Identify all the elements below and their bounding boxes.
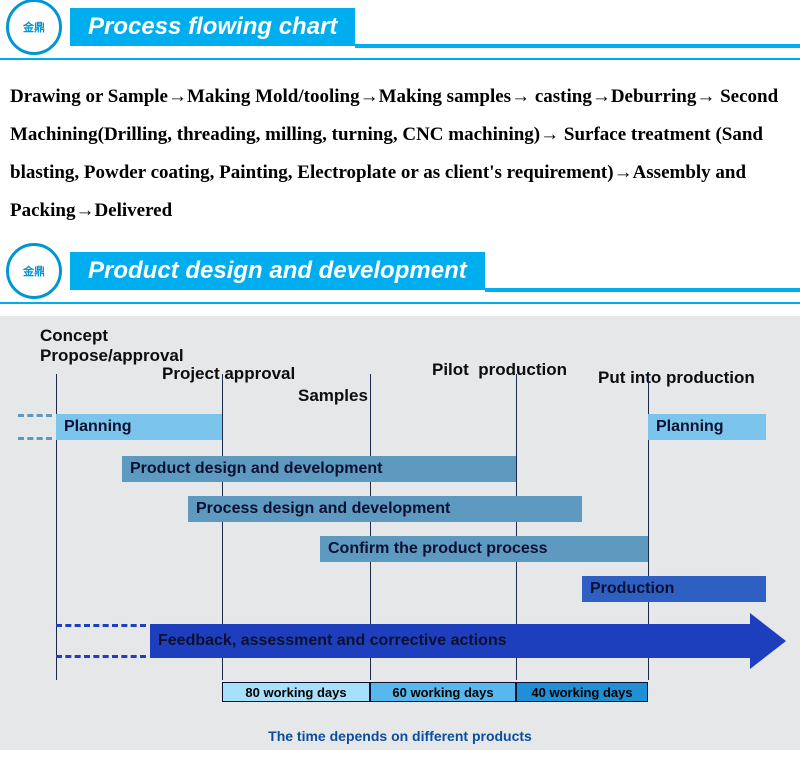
header-underline — [0, 302, 800, 304]
section1-title: Process flowing chart — [70, 8, 355, 46]
timeline-segment: 80 working days — [222, 682, 370, 702]
milestone-label: Project approval — [162, 364, 295, 384]
header-rule — [355, 44, 800, 48]
header-rule — [485, 288, 800, 292]
gantt-bar: Production — [582, 576, 766, 602]
section1-header: 金鼎 Process flowing chart — [0, 0, 800, 54]
section2-title: Product design and development — [70, 252, 485, 290]
logo-text: 金鼎 — [23, 19, 45, 35]
milestone-label: Samples — [298, 386, 368, 406]
dash-segment — [56, 624, 146, 658]
section2-header: 金鼎 Product design and development — [0, 244, 800, 298]
company-logo: 金鼎 — [6, 0, 62, 55]
milestone-label: Concept Propose/approval — [40, 326, 184, 366]
gantt-bar: Process design and development — [188, 496, 582, 522]
gantt-bar: Feedback, assessment and corrective acti… — [150, 624, 750, 658]
timeline-segment: 40 working days — [516, 682, 648, 702]
gantt-bar: Product design and development — [122, 456, 516, 482]
gantt-chart: Concept Propose/approvalProject approval… — [0, 316, 800, 750]
process-flow-text: Drawing or Sample→Making Mold/tooling→Ma… — [0, 72, 800, 244]
milestone-label: Pilot production — [432, 360, 567, 380]
timeline-segment: 60 working days — [370, 682, 516, 702]
gantt-caption: The time depends on different products — [0, 726, 800, 744]
dash-segment — [18, 414, 52, 440]
header-underline — [0, 58, 800, 60]
gantt-bar: Planning — [648, 414, 766, 440]
logo-text: 金鼎 — [23, 263, 45, 279]
company-logo: 金鼎 — [6, 243, 62, 299]
gantt-bar: Planning — [56, 414, 222, 440]
gantt-bar: Confirm the product process — [320, 536, 648, 562]
arrow-head-icon — [750, 613, 786, 669]
milestone-label: Put into production — [598, 368, 755, 388]
